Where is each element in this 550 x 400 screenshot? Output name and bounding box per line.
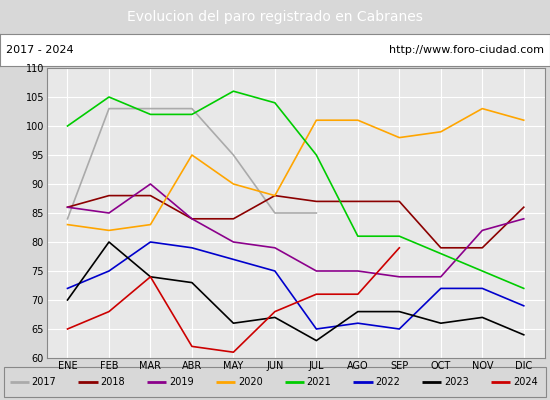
Text: 2019: 2019 (169, 377, 194, 387)
Text: Evolucion del paro registrado en Cabranes: Evolucion del paro registrado en Cabrane… (127, 10, 423, 24)
Text: 2021: 2021 (307, 377, 331, 387)
Text: http://www.foro-ciudad.com: http://www.foro-ciudad.com (389, 45, 544, 55)
Text: 2024: 2024 (513, 377, 538, 387)
Text: 2017 - 2024: 2017 - 2024 (6, 45, 73, 55)
Text: 2022: 2022 (375, 377, 400, 387)
Text: 2023: 2023 (444, 377, 469, 387)
Text: 2018: 2018 (100, 377, 125, 387)
Text: 2020: 2020 (238, 377, 263, 387)
Text: 2017: 2017 (32, 377, 56, 387)
